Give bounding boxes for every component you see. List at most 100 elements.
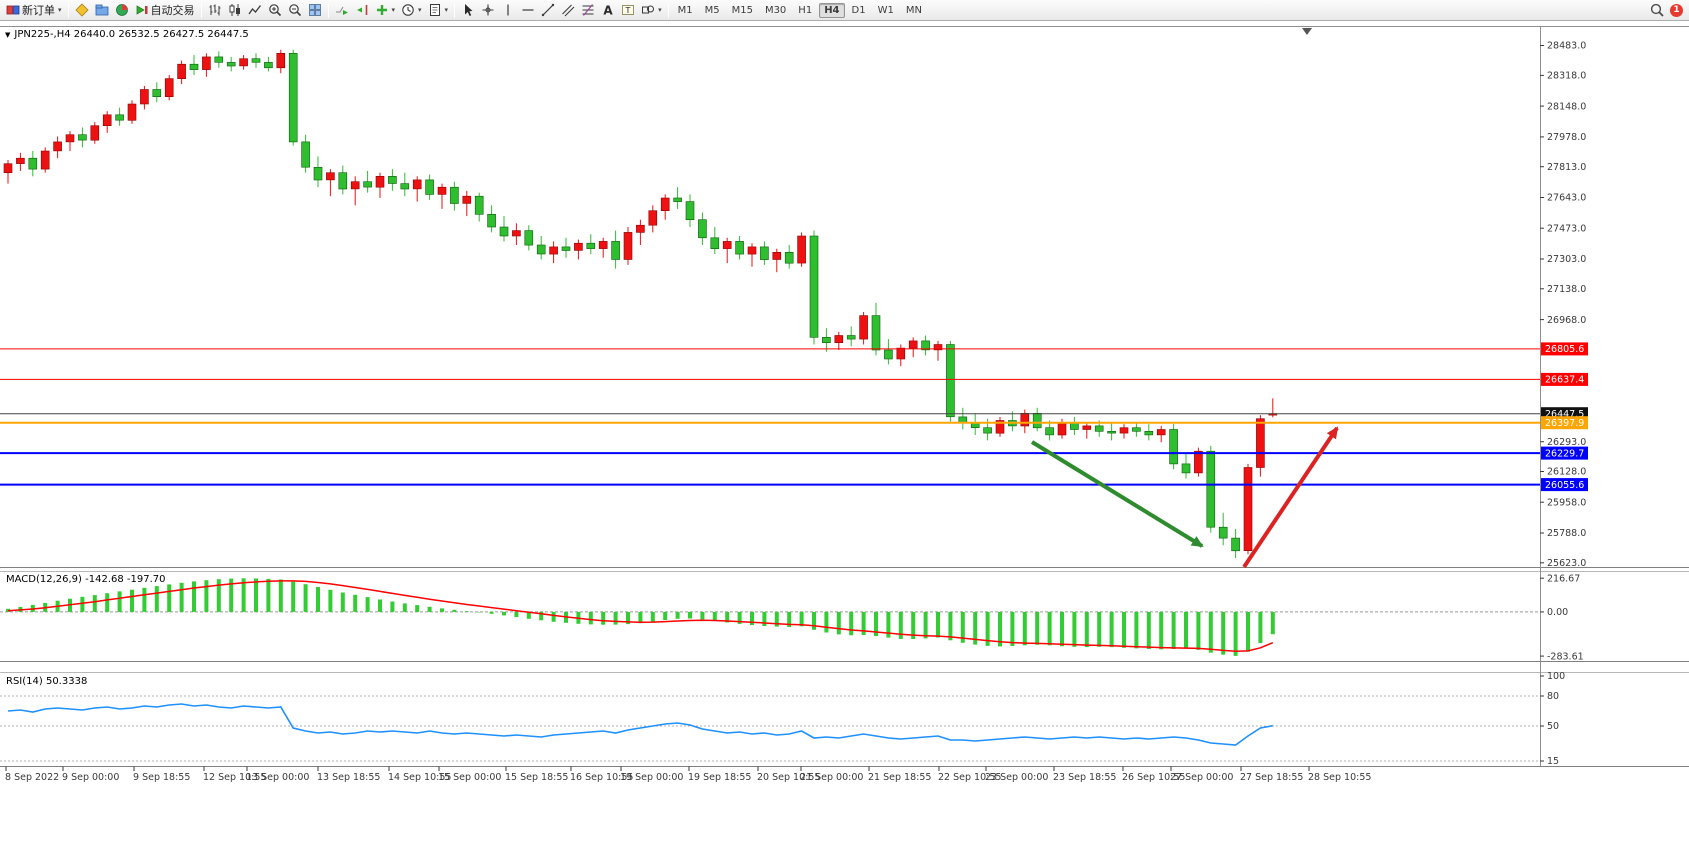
toolbar-separator (327, 2, 329, 18)
rsi-indicator-label: RSI(14) 50.3338 (6, 676, 88, 687)
timeframe-m1[interactable]: M1 (677, 4, 693, 16)
crosshair-button[interactable] (479, 1, 497, 19)
one-click-trading-toggle[interactable]: ▼ (5, 30, 11, 39)
channel-icon (562, 4, 575, 17)
timeframe-d1[interactable]: D1 (851, 4, 866, 16)
timeframe-h4[interactable]: H4 (819, 2, 845, 18)
dropdown-caret-icon: ▾ (58, 6, 62, 14)
fibonacci-button[interactable] (579, 1, 597, 19)
svg-text:15 Sep 18:55: 15 Sep 18:55 (505, 772, 568, 783)
new-order-button-label: 新订单 (22, 4, 55, 17)
price-badge (1541, 478, 1588, 492)
text-button[interactable]: A (599, 1, 617, 19)
svg-text:26968.0: 26968.0 (1547, 315, 1586, 326)
vertical-line-button[interactable] (499, 1, 517, 19)
templates-button[interactable]: ▾ (426, 1, 451, 19)
svg-text:100: 100 (1547, 671, 1565, 682)
dropdown-caret-icon: ▾ (658, 6, 662, 14)
svg-text:26128.0: 26128.0 (1547, 467, 1586, 478)
trendline-button[interactable] (539, 1, 557, 19)
rsi-panel: 100 80 50 15 (0, 671, 1565, 767)
svg-text:216.67: 216.67 (1547, 573, 1580, 584)
svg-text:12 Sep 10:55: 12 Sep 10:55 (203, 772, 266, 783)
autotrading-icon (136, 5, 148, 15)
svg-text:26397.9: 26397.9 (1545, 418, 1584, 429)
fibo-icon (582, 4, 594, 16)
ohlc-bars-icon (209, 4, 221, 16)
bar-chart-button[interactable] (206, 1, 224, 19)
new-order-button[interactable]: 新订单 ▾ (4, 1, 64, 19)
svg-text:23 Sep 18:55: 23 Sep 18:55 (1053, 772, 1116, 783)
vline-icon (507, 4, 509, 16)
price-badge (1541, 342, 1588, 356)
arrow-objects-button[interactable]: ▾ (639, 1, 664, 19)
chart-shift-marker[interactable] (1302, 28, 1312, 35)
market-watch-icon (115, 4, 128, 16)
crosshair-icon (482, 4, 494, 16)
autotrading-button-label: 自动交易 (150, 4, 195, 17)
svg-text:27303.0: 27303.0 (1547, 254, 1586, 265)
svg-text:-283.61: -283.61 (1547, 651, 1584, 662)
line-chart-button[interactable] (246, 1, 264, 19)
periods-button[interactable]: ▾ (399, 1, 424, 19)
svg-text:8 Sep 2022: 8 Sep 2022 (5, 772, 59, 783)
search-button[interactable] (1648, 1, 1666, 19)
cursor-button[interactable] (459, 1, 477, 19)
macd-signal-line (7, 580, 1274, 652)
templates-icon (429, 4, 440, 16)
timeframe-w1[interactable]: W1 (877, 4, 894, 16)
svg-text:14 Sep 10:55: 14 Sep 10:55 (388, 772, 451, 783)
macd-indicator-label: MACD(12,26,9) -142.68 -197.70 (6, 574, 166, 585)
notification-badge[interactable]: 1 (1668, 1, 1685, 19)
auto-scroll-button[interactable] (333, 1, 351, 19)
tile-windows-button[interactable] (306, 1, 324, 19)
svg-text:23 Sep 00:00: 23 Sep 00:00 (985, 772, 1048, 783)
timeframe-m5[interactable]: M5 (704, 4, 720, 16)
svg-text:26293.0: 26293.0 (1547, 437, 1586, 448)
trend-arrow-down[interactable] (1030, 440, 1204, 548)
label-icon: T (622, 5, 635, 15)
indicators-button[interactable]: ▾ (373, 1, 398, 19)
svg-text:26055.6: 26055.6 (1545, 480, 1584, 491)
svg-text:15 Sep 00:00: 15 Sep 00:00 (438, 772, 501, 783)
chart-shift-button[interactable] (353, 1, 371, 19)
macd-panel: 216.67 0.00 -283.61 (0, 573, 1584, 662)
candlesticks (3, 49, 1278, 558)
zoom-in-button[interactable] (266, 1, 284, 19)
svg-text:27978.0: 27978.0 (1547, 132, 1586, 143)
time-axis: 8 Sep 2022 9 Sep 00:00 9 Sep 18:55 12 Sep 1… (5, 766, 1371, 783)
zoom-out-icon (288, 4, 301, 17)
zoom-out-button[interactable] (286, 1, 304, 19)
chart-shift-icon (356, 5, 367, 15)
tile-icon (308, 4, 321, 16)
timeframe-m15[interactable]: M15 (731, 4, 753, 16)
candles-icon (229, 4, 240, 16)
dropdown-caret-icon: ▾ (391, 6, 396, 14)
chart-profile-icon (74, 3, 89, 17)
profiles-button[interactable] (93, 1, 111, 19)
text-label-button[interactable]: T (619, 1, 637, 19)
svg-text:21 Sep 18:55: 21 Sep 18:55 (868, 772, 931, 783)
svg-text:26637.4: 26637.4 (1545, 375, 1584, 386)
price-badge (1541, 446, 1588, 460)
svg-text:15: 15 (1547, 756, 1559, 767)
svg-text:28318.0: 28318.0 (1547, 71, 1586, 82)
market-watch-button[interactable] (113, 1, 131, 19)
chart-title-text: JPN225-,H4 26440.0 26532.5 26427.5 26447… (14, 29, 249, 40)
profiles-icon (95, 4, 108, 16)
timeframe-m30[interactable]: M30 (764, 4, 787, 16)
horizontal-line-button[interactable] (519, 1, 537, 19)
timeframe-h1[interactable]: H1 (798, 4, 813, 16)
candlestick-chart-button[interactable] (226, 1, 244, 19)
autotrading-button[interactable]: 自动交易 (133, 1, 197, 19)
timeframe-mn[interactable]: MN (905, 4, 922, 16)
panel-borders (0, 26, 1689, 767)
chart-title: ▼ JPN225-,H4 26440.0 26532.5 26427.5 264… (5, 29, 249, 40)
svg-text:28148.0: 28148.0 (1547, 101, 1586, 112)
equidistant-channel-button[interactable] (559, 1, 577, 19)
periods-icon (402, 4, 414, 16)
trend-arrow-up[interactable] (1242, 426, 1339, 569)
dropdown-caret-icon: ▾ (418, 6, 422, 14)
chart-window-button[interactable] (73, 1, 91, 19)
